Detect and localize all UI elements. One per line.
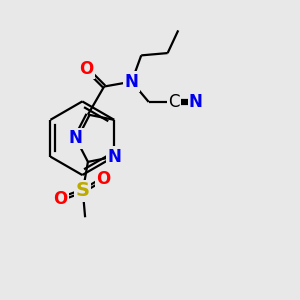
Text: S: S [76,182,90,200]
Text: O: O [79,60,94,78]
Text: O: O [54,190,68,208]
Text: N: N [125,73,139,91]
Text: N: N [189,93,203,111]
Text: N: N [107,148,121,166]
Text: C: C [168,93,179,111]
Text: N: N [69,129,82,147]
Text: O: O [96,170,110,188]
